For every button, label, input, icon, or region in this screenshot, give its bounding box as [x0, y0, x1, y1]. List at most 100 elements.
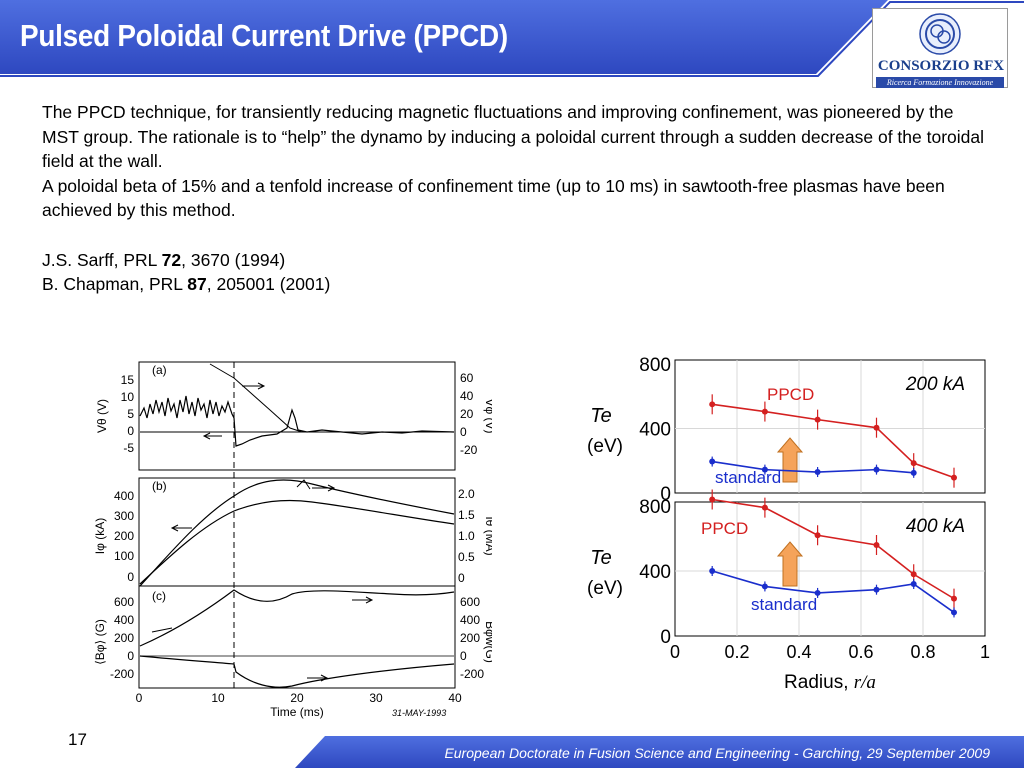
increase-arrow-icon [776, 541, 804, 587]
reference-authors: B. Chapman, PRL [42, 274, 188, 295]
slide-number: 17 [68, 730, 87, 749]
panel-a: (a) 15 10 5 0 -5 60 40 20 0 -20 Vθ (V) V… [95, 363, 492, 457]
right-axis-label: Vφ (V) [483, 398, 492, 433]
right-tick: 20 [460, 407, 474, 421]
panel-a-frame [138, 361, 456, 471]
left-tick: 400 [114, 613, 134, 627]
data-point-ppcd [709, 496, 716, 503]
x-tick: 0 [670, 642, 680, 662]
te-profile-figure: 800 400 0 Te (eV) 200 kA PPCD standard 800 400 0 Te… [587, 355, 990, 693]
y-tick: 800 [639, 355, 671, 376]
right-axis-label: Iθ (MA) [483, 516, 492, 555]
data-point-ppcd [814, 532, 821, 539]
header-bar [0, 0, 1024, 77]
left-tick: 600 [114, 595, 134, 609]
left-tick: 400 [114, 489, 134, 503]
series-line-standard [711, 570, 955, 614]
left-tick: 10 [121, 390, 135, 404]
data-point-standard [709, 568, 716, 574]
data-point-standard [910, 581, 917, 587]
data-point-ppcd [910, 460, 917, 467]
series-label-ppcd: PPCD [701, 519, 748, 538]
y-tick: 0 [660, 484, 671, 505]
right-tick: 1.5 [458, 508, 475, 522]
mst-time-traces-figure: (a) 15 10 5 0 -5 60 40 20 0 -20 Vθ (V) V… [93, 361, 492, 719]
x-tick: 0 [136, 691, 143, 705]
reference-sarff: J.S. Sarff, PRL 72, 3670 (1994) [42, 248, 992, 273]
left-tick: -5 [123, 441, 134, 455]
panel-b-label: (b) [152, 479, 167, 493]
data-point-standard [709, 458, 716, 465]
data-point-ppcd [951, 474, 957, 481]
right-tick: 40 [460, 389, 474, 403]
panel-b: (b) 400 300 200 100 0 2.0 1.5 1.0 0.5 0 … [93, 479, 492, 587]
data-point-ppcd [709, 401, 716, 408]
y-axis-symbol: Te [590, 405, 612, 427]
reference-volume: 87 [187, 274, 207, 295]
series-label-standard: standard [715, 468, 781, 487]
x-axis-label: Time (ms) [270, 705, 324, 719]
data-point-ppcd [761, 408, 768, 415]
reference-authors: J.S. Sarff, PRL [42, 249, 162, 270]
series-line-ppcd [712, 403, 955, 479]
data-point-standard [761, 583, 768, 590]
date-stamp: 31-MAY-1993 [392, 708, 446, 718]
data-point-standard [873, 466, 880, 473]
reference-chapman: B. Chapman, PRL 87, 205001 (2001) [42, 272, 992, 297]
right-tick: 60 [460, 371, 474, 385]
data-point-ppcd [814, 416, 821, 423]
data-point-ppcd [761, 504, 768, 511]
data-point-standard [873, 586, 880, 593]
data-point-standard [910, 469, 917, 476]
x-tick: 0.8 [910, 642, 935, 662]
x-axis-label-text: Radius, [784, 672, 854, 693]
left-tick: 0 [127, 649, 134, 663]
x-tick: 0.6 [848, 642, 873, 662]
data-point-standard [761, 466, 768, 473]
right-tick: 400 [460, 613, 480, 627]
right-tick: 600 [460, 595, 480, 609]
right-tick: 2.0 [458, 487, 475, 501]
body-paragraph-2: A poloidal beta of 15% and a tenfold inc… [42, 175, 945, 221]
left-tick: 200 [114, 631, 134, 645]
left-axis-label: Iφ (kA) [93, 518, 107, 554]
data-point-ppcd [951, 595, 957, 602]
data-point-standard [951, 609, 957, 616]
left-tick: 200 [114, 529, 134, 543]
reference-pages: , 3670 (1994) [181, 249, 286, 270]
left-axis-label: ⟨Bφ⟩ (G) [93, 619, 107, 665]
y-tick: 400 [639, 562, 671, 583]
body-text: The PPCD technique, for transiently redu… [42, 100, 992, 297]
te-panel-frame [674, 501, 986, 637]
left-axis-label: Vθ (V) [95, 399, 109, 433]
data-point-ppcd [910, 571, 917, 578]
logo-name: CONSORZIO RFX [877, 58, 1005, 74]
consorzio-rfx-logo: CONSORZIO RFX Ricerca Formazione Innovaz… [872, 8, 1008, 88]
body-paragraph-1: The PPCD technique, for transiently redu… [42, 102, 985, 172]
reference-volume: 72 [161, 249, 182, 270]
x-tick: 1 [980, 642, 990, 662]
te-panel-frame [674, 359, 986, 494]
panel-b-frame [138, 477, 456, 587]
y-tick: 400 [639, 420, 671, 441]
x-tick: 0.4 [786, 642, 811, 662]
panel-c-frame [138, 585, 456, 689]
current-label: 200 kA [905, 374, 965, 395]
data-point-standard [814, 469, 821, 476]
panel-a-label: (a) [152, 363, 167, 377]
left-tick: 15 [121, 373, 135, 387]
x-tick: 0.2 [724, 642, 749, 662]
logo-tagline: Ricerca Formazione Innovazione [876, 77, 1004, 88]
right-axis-label: Bφw(G) [483, 621, 492, 663]
slide-title: Pulsed Poloidal Current Drive (PPCD) [20, 18, 508, 53]
x-tick: 10 [211, 691, 225, 705]
footer-text: European Doctorate in Fusion Science and… [444, 745, 990, 761]
data-point-ppcd [873, 542, 880, 548]
left-tick: 0 [127, 424, 134, 438]
rfx-emblem-icon [919, 13, 961, 55]
right-tick: 0 [460, 649, 467, 663]
x-axis-label: Radius, r/a [784, 672, 876, 693]
left-tick: 0 [127, 570, 134, 584]
series-label-ppcd: PPCD [767, 385, 814, 404]
left-tick: 5 [127, 407, 134, 421]
